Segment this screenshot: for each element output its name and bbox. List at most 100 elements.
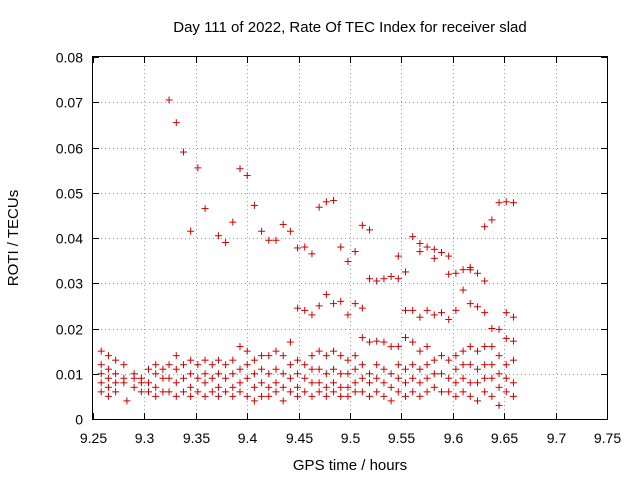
x-tick-label: 9.75 (594, 430, 621, 446)
data-point (402, 268, 410, 276)
data-point (344, 370, 352, 378)
data-point (104, 374, 112, 382)
data-point (488, 392, 496, 400)
data-point (495, 352, 503, 360)
data-point (337, 370, 345, 378)
data-point (152, 392, 160, 400)
data-point (452, 392, 460, 400)
data-point (459, 347, 467, 355)
data-point (229, 218, 237, 226)
data-point (337, 297, 345, 305)
data-point (222, 361, 230, 369)
data-point (243, 172, 251, 180)
data-point (416, 347, 424, 355)
data-point (208, 374, 216, 382)
data-point (495, 401, 503, 409)
data-point (409, 306, 417, 314)
data-point (351, 379, 359, 387)
data-point (459, 361, 467, 369)
data-point (258, 352, 266, 360)
data-point (308, 250, 316, 258)
x-tick-label: 9.3 (135, 430, 155, 446)
data-point (423, 343, 431, 351)
data-point (481, 343, 489, 351)
data-point (258, 379, 266, 387)
data-point (123, 397, 131, 405)
data-point (358, 388, 366, 396)
data-point (409, 388, 417, 396)
data-point (301, 374, 309, 382)
data-point (380, 338, 388, 346)
data-point (344, 383, 352, 391)
data-point (187, 370, 195, 378)
data-point (145, 365, 153, 373)
data-point (137, 379, 145, 387)
data-point (97, 347, 105, 355)
data-point (366, 392, 374, 400)
data-point (481, 361, 489, 369)
data-point (97, 388, 105, 396)
data-point (437, 370, 445, 378)
data-point (344, 392, 352, 400)
data-point (459, 266, 467, 274)
data-point (466, 343, 474, 351)
data-point (243, 361, 251, 369)
data-point (452, 365, 460, 373)
data-point (445, 388, 453, 396)
data-point (488, 374, 496, 382)
data-point (322, 352, 330, 360)
data-point (258, 227, 266, 235)
data-point (430, 383, 438, 391)
data-point (409, 338, 417, 346)
data-point (452, 306, 460, 314)
data-point (423, 374, 431, 382)
data-point (315, 365, 323, 373)
data-point (402, 306, 410, 314)
data-point (301, 243, 309, 251)
data-point (294, 244, 302, 252)
data-point (104, 392, 112, 400)
data-point (473, 397, 481, 405)
data-point (409, 361, 417, 369)
data-point (351, 300, 359, 308)
data-point (445, 270, 453, 278)
data-point (165, 374, 173, 382)
data-point (466, 379, 474, 387)
data-point (137, 388, 145, 396)
data-point (201, 392, 209, 400)
data-point (229, 392, 237, 400)
y-tick-label: 0.07 (56, 95, 83, 111)
data-point (337, 383, 345, 391)
data-point (387, 397, 395, 405)
data-point (214, 232, 222, 240)
data-point (222, 374, 230, 382)
data-point (243, 347, 251, 355)
data-point (165, 361, 173, 369)
data-point (214, 356, 222, 364)
data-point (452, 379, 460, 387)
data-point (286, 361, 294, 369)
data-point (373, 277, 381, 285)
data-point (380, 275, 388, 283)
data-point (179, 361, 187, 369)
y-tick-labels: 0 0.01 0.02 0.03 0.04 0.05 0.06 0.07 0.08 (56, 50, 83, 428)
data-point (373, 374, 381, 382)
data-point (409, 374, 417, 382)
data-point (423, 306, 431, 314)
x-axis-title: GPS time / hours (293, 457, 407, 474)
data-point (466, 361, 474, 369)
data-point (481, 374, 489, 382)
data-point (330, 347, 338, 355)
data-point (416, 313, 424, 321)
data-point (380, 379, 388, 387)
data-point (423, 388, 431, 396)
data-point (387, 343, 395, 351)
data-point (250, 397, 258, 405)
data-point (104, 383, 112, 391)
data-point (165, 96, 173, 104)
data-point (459, 374, 467, 382)
data-point (330, 379, 338, 387)
data-point (315, 302, 323, 310)
data-point (402, 392, 410, 400)
x-tick-label: 9.45 (286, 430, 313, 446)
